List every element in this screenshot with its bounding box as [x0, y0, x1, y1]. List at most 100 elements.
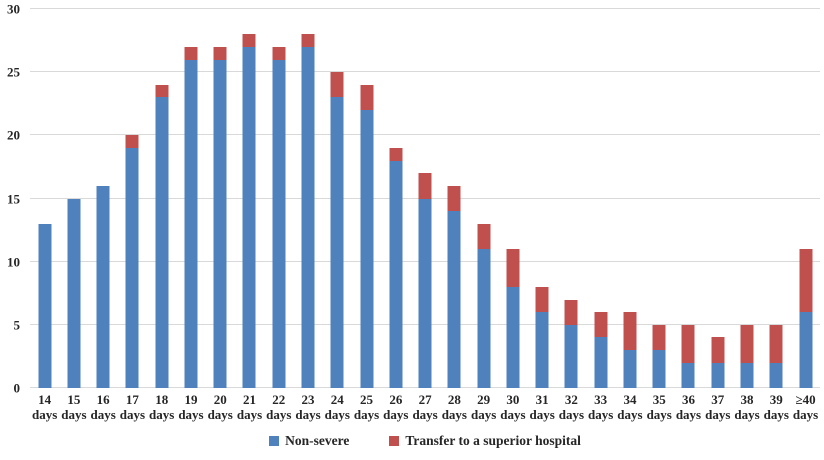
- x-tick-label-23: 23 days: [295, 392, 321, 422]
- x-axis: 14 days 15 days 16 days 17 days 18 days 19 days 20 da…: [30, 392, 820, 422]
- bar-segment-non-severe: [184, 59, 198, 388]
- bar-column-33: [586, 9, 615, 388]
- bar-segment-non-severe: [301, 46, 315, 388]
- bar-segment-non-severe: [769, 362, 783, 388]
- bar-column-16: [89, 9, 118, 388]
- stacked-bar: [799, 9, 813, 388]
- stacked-bar: [564, 9, 578, 388]
- bar-column-23: [293, 9, 322, 388]
- bar-segment-non-severe: [272, 59, 286, 388]
- x-tick-label-39: 39 days: [763, 392, 789, 422]
- stacked-bar: [594, 9, 608, 388]
- bar-segment-non-severe: [125, 147, 139, 388]
- bar-column-25: [352, 9, 381, 388]
- bar-segment-non-severe: [155, 97, 169, 388]
- y-tick-label-10: 10: [7, 254, 20, 270]
- x-tick-label-35: 35 days: [646, 392, 672, 422]
- bar-segment-transfer: [564, 299, 578, 325]
- bar-segment-non-severe: [213, 59, 227, 388]
- stacked-bar: [652, 9, 666, 388]
- bar-column-30: [498, 9, 527, 388]
- bar-column-38: [732, 9, 761, 388]
- bar-column-18: [147, 9, 176, 388]
- bar-segment-non-severe: [38, 223, 52, 388]
- stacked-bar: [301, 9, 315, 388]
- bar-segment-transfer: [418, 173, 432, 199]
- bar-segment-non-severe: [623, 350, 637, 388]
- bar-segment-non-severe: [652, 350, 666, 388]
- bar-segment-transfer: [711, 337, 725, 363]
- x-tick-label-34: 34 days: [617, 392, 643, 422]
- bar-column-26: [381, 9, 410, 388]
- legend-swatch-non-severe: [269, 436, 280, 446]
- bar-segment-transfer: [769, 324, 783, 363]
- legend-item-transfer: Transfer to a superior hospital: [389, 433, 581, 449]
- y-tick-label-15: 15: [7, 191, 20, 206]
- bar-segment-transfer: [272, 46, 286, 60]
- bar-segment-transfer: [681, 324, 695, 363]
- plot-area: [30, 8, 820, 388]
- bar-segment-transfer: [389, 147, 403, 161]
- y-tick-label-5: 5: [13, 317, 21, 333]
- bar-column-34: [615, 9, 644, 388]
- bar-segment-non-severe: [740, 362, 754, 388]
- stacked-bar: [418, 9, 432, 388]
- x-tick-label-≥40: ≥40 days: [792, 392, 819, 422]
- bar-segment-transfer: [330, 72, 344, 98]
- stacked-bar: [272, 9, 286, 388]
- x-tick-label-22: 22 days: [266, 392, 292, 422]
- bar-segment-transfer: [740, 324, 754, 363]
- x-tick-label-31: 31 days: [529, 392, 555, 422]
- bar-segment-transfer: [360, 84, 374, 111]
- bar-segment-transfer: [125, 135, 139, 148]
- bar-column-22: [264, 9, 293, 388]
- x-tick-label-33: 33 days: [588, 392, 614, 422]
- y-tick-label-25: 25: [7, 64, 20, 80]
- y-tick-label-0: 0: [13, 380, 21, 396]
- stacked-bar: [389, 9, 403, 388]
- stacked-bar: [740, 9, 754, 388]
- y-tick-label-20: 20: [7, 127, 20, 143]
- x-tick-label-16: 16 days: [90, 392, 116, 422]
- bar-column-39: [762, 9, 791, 388]
- x-tick-label-38: 38 days: [734, 392, 760, 422]
- stacked-bar: [360, 9, 374, 388]
- stacked-bar: [623, 9, 637, 388]
- x-tick-label-20: 20 days: [207, 392, 233, 422]
- bar-column-37: [703, 9, 732, 388]
- x-tick-label-21: 21 days: [236, 392, 263, 422]
- x-tick-label-17: 17 days: [119, 392, 146, 422]
- stacked-bar: [447, 9, 461, 388]
- bar-column-19: [176, 9, 205, 388]
- bar-segment-non-severe: [477, 249, 491, 388]
- bar-segment-non-severe: [360, 110, 374, 388]
- legend-swatch-transfer: [389, 436, 400, 446]
- bar-column-≥40: [791, 9, 820, 388]
- bar-column-32: [557, 9, 586, 388]
- bar-column-20: [206, 9, 235, 388]
- bar-segment-non-severe: [594, 337, 608, 388]
- bar-segment-transfer: [184, 46, 198, 60]
- x-tick-label-14: 14 days: [31, 392, 58, 422]
- bar-column-21: [235, 9, 264, 388]
- bar-segment-non-severe: [67, 198, 81, 388]
- gridline-20: [30, 134, 820, 136]
- bar-segment-non-severe: [418, 198, 432, 388]
- bar-segment-non-severe: [711, 362, 725, 388]
- bar-segment-transfer: [447, 185, 461, 212]
- bar-column-35: [645, 9, 674, 388]
- bar-segment-non-severe: [535, 312, 549, 388]
- y-axis: 0 5 10 15 20 25 30: [0, 3, 22, 395]
- x-tick-label-29: 29 days: [470, 392, 497, 422]
- stacked-bar: [769, 9, 783, 388]
- stacked-bar: [125, 9, 139, 388]
- bar-segment-non-severe: [330, 97, 344, 388]
- stacked-bar: [242, 9, 256, 388]
- x-tick-label-28: 28 days: [441, 392, 467, 422]
- stacked-bar: [477, 9, 491, 388]
- bar-segment-non-severe: [506, 286, 520, 388]
- bar-segment-transfer: [799, 249, 813, 313]
- x-tick-label-18: 18 days: [149, 392, 175, 422]
- legend-label-non-severe: Non-severe: [285, 433, 350, 448]
